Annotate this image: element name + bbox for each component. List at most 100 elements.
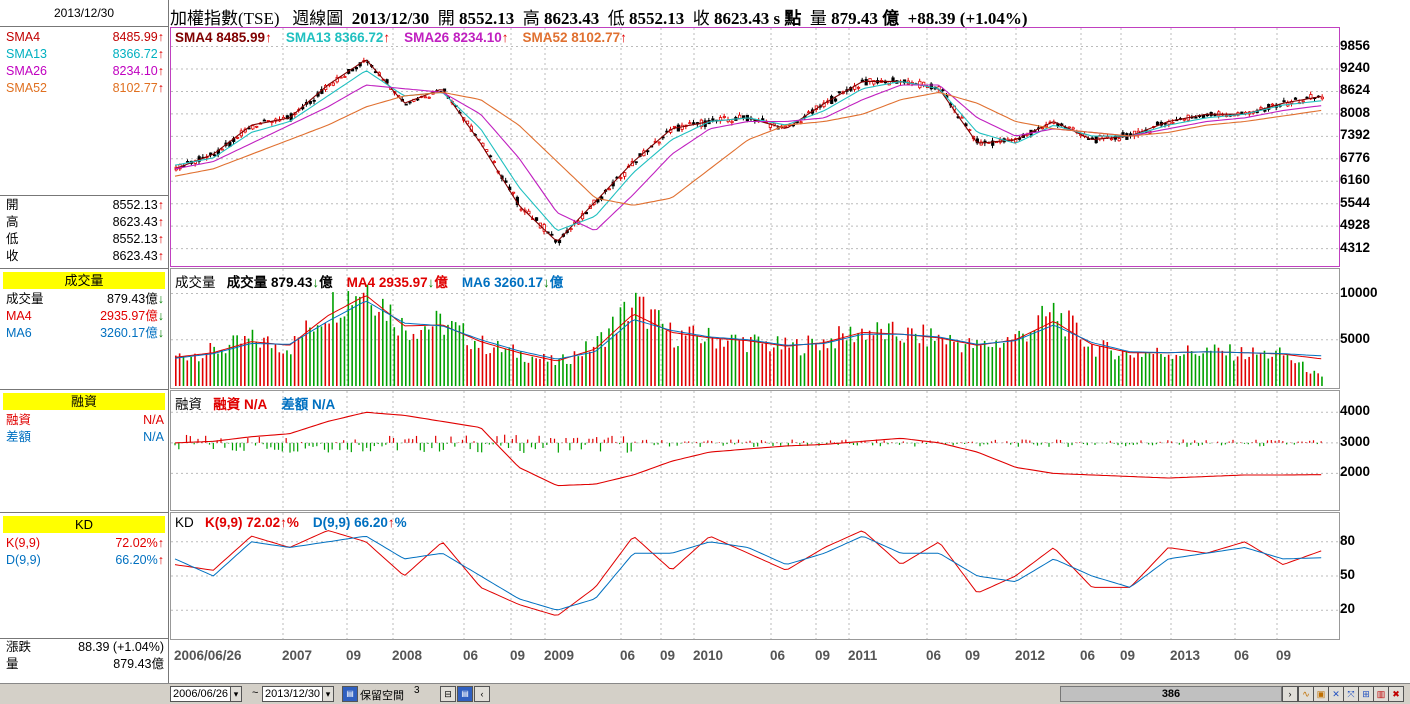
crosshair-tool-icon[interactable]: ✕ [1328, 686, 1344, 702]
candle-body [262, 119, 266, 122]
arrow-up-icon: ↑ [157, 198, 164, 212]
margin-panel[interactable]: 融資 融資 N/A 差額 N/A [170, 390, 1340, 511]
x-tick-label: 09 [660, 648, 676, 663]
candle-body [688, 122, 692, 125]
volume-bar [1148, 353, 1151, 386]
arrow-down-icon: ↓ [312, 275, 320, 290]
volume-bar [274, 343, 277, 386]
volume-bar [631, 307, 633, 386]
info-row--: 差額 N/A [0, 429, 168, 446]
volume-bar [646, 328, 649, 386]
volume-bar [194, 353, 196, 386]
volume-bar [520, 351, 522, 386]
info-row-value: 8623.43↑ [112, 249, 164, 263]
volume-bar [765, 341, 767, 386]
candle-body [856, 86, 861, 89]
scroll-left-icon[interactable]: ‹ [474, 686, 490, 702]
volume-bar [201, 358, 204, 386]
candle-body [761, 118, 765, 121]
volume-bar [286, 350, 288, 386]
start-date-dropdown-icon[interactable]: ▾ [230, 686, 242, 702]
volume-bar [750, 336, 752, 386]
kd-panel[interactable]: KD K(9,9) 72.02↑% D(9,9) 66.20↑% [170, 512, 1340, 640]
grid-tool-icon[interactable]: ▣ [1313, 686, 1329, 702]
volume-bar [730, 334, 733, 386]
zoom-out-icon[interactable]: ⊟ [440, 686, 456, 702]
volume-bar [845, 340, 848, 386]
x-tick-label: 2012 [1015, 648, 1046, 663]
info-row-label: 差額 [6, 430, 32, 444]
volume-bar [1056, 321, 1059, 386]
volume-bar [861, 328, 863, 386]
volume-bar [907, 327, 909, 386]
y-tick-label: 8008 [1340, 104, 1371, 120]
header-date: 2013/12/30 [351, 9, 430, 28]
candle-body [1071, 127, 1075, 130]
volume-bar [738, 340, 741, 386]
volume-bar [1133, 357, 1135, 386]
volume-bar [385, 320, 388, 386]
volume-bar [868, 330, 871, 386]
series-line-ma6 [174, 300, 1322, 360]
x-tick-label: 2008 [392, 648, 423, 663]
scroll-right-icon[interactable]: › [1282, 686, 1298, 702]
arrow-up-icon: ↑ [157, 47, 164, 61]
x-tick-label: 2010 [693, 648, 724, 663]
pan-tool-icon[interactable]: ⤧ [1343, 686, 1359, 702]
candle-body [619, 177, 623, 179]
y-tick-label: 8624 [1340, 82, 1371, 98]
bar-tool-icon[interactable]: ▥ [1373, 686, 1389, 702]
volume-bar [305, 320, 307, 386]
volume-bar [1256, 354, 1258, 386]
close-tool-icon[interactable]: ✖ [1388, 686, 1404, 702]
volume-bar [562, 354, 564, 386]
volume-bar [320, 326, 323, 386]
candle-body [285, 115, 289, 120]
line-tool-icon[interactable]: ∿ [1298, 686, 1314, 702]
volume-bar [267, 336, 269, 386]
volume-bar [592, 346, 595, 386]
scroll-position[interactable]: 386 [1060, 686, 1282, 702]
volume-bar [815, 343, 817, 386]
volume-bar [178, 353, 181, 386]
end-date-dropdown-icon[interactable]: ▾ [322, 686, 334, 702]
volume-bar [753, 334, 756, 386]
volume-bar [1179, 355, 1181, 386]
header-high: 8623.43 [544, 9, 600, 28]
volume-bar [1233, 360, 1235, 386]
fit-tool-icon[interactable]: ⊞ [1358, 686, 1374, 702]
volume-bar [401, 317, 403, 386]
volume-bar [761, 343, 764, 386]
arrow-up-icon: ↑ [620, 30, 627, 45]
info-row--: 融資 N/A [0, 412, 168, 429]
margin-header: 融資 [3, 393, 165, 410]
info-row--: 高 8623.43↑ [0, 214, 168, 231]
volume-bar [347, 291, 350, 386]
info-row-value: 8552.13↑ [112, 232, 164, 246]
volume-bar [1213, 344, 1216, 386]
volume-bar [1240, 347, 1243, 386]
volume-bar [1098, 346, 1101, 386]
volume-bar [332, 292, 334, 386]
volume-bar [1290, 360, 1293, 386]
reserve-space-value[interactable]: 3 [414, 685, 420, 696]
volume-bar [1198, 355, 1201, 386]
volume-bar [619, 307, 622, 386]
candle-body [220, 148, 224, 151]
end-date-field[interactable]: 2013/12/30 [262, 686, 324, 702]
volume-bar [1144, 353, 1147, 386]
y-tick-label: 4000 [1340, 403, 1371, 419]
volume-bar [953, 341, 955, 386]
volume-bar [826, 348, 829, 386]
volume-bar [1118, 355, 1120, 386]
y-tick-label: 3000 [1340, 433, 1371, 449]
volume-bar [707, 327, 710, 386]
price-panel[interactable]: SMA4 8485.99↑ SMA13 8366.72↑ SMA26 8234.10… [170, 27, 1340, 267]
start-date-field[interactable]: 2006/06/26 [170, 686, 232, 702]
volume-panel[interactable]: 成交量 成交量 879.43↓億 MA4 2935.97↓億 MA6 3260.17… [170, 268, 1340, 389]
arrow-up-icon: ↑ [157, 232, 164, 246]
settings-icon[interactable]: ▤ [457, 686, 473, 702]
close-label: 收 [692, 9, 710, 28]
change-row: 漲跌 88.39 (+1.04%) [0, 639, 168, 656]
apply-range-icon[interactable]: ▤ [342, 686, 358, 702]
